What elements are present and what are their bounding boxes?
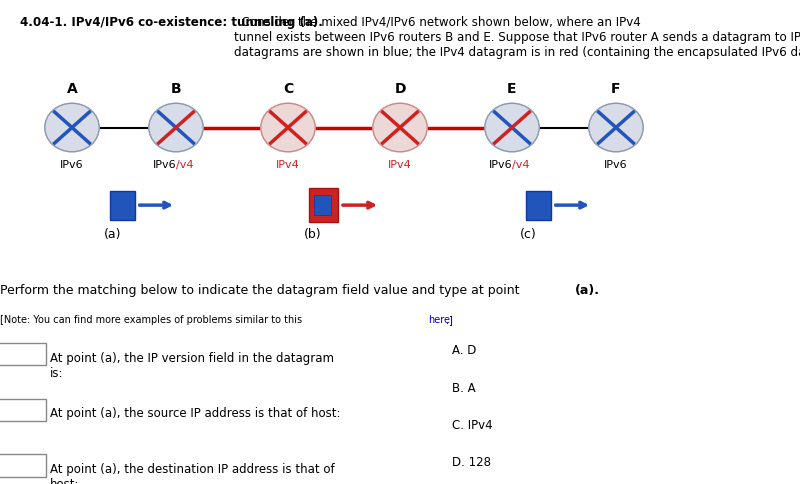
Text: (c): (c) <box>520 227 537 241</box>
Text: IPv4: IPv4 <box>276 160 300 170</box>
Text: ⌄: ⌄ <box>24 405 32 415</box>
Text: IPv6: IPv6 <box>488 160 512 170</box>
Text: (a).: (a). <box>574 283 599 296</box>
FancyBboxPatch shape <box>0 343 46 365</box>
Text: -: - <box>6 349 10 359</box>
Text: (a): (a) <box>104 227 122 241</box>
FancyBboxPatch shape <box>0 399 46 421</box>
Ellipse shape <box>261 104 315 152</box>
Text: -: - <box>6 461 10 470</box>
Text: C. IPv4: C. IPv4 <box>452 418 493 431</box>
FancyBboxPatch shape <box>110 191 135 220</box>
Text: Consider the mixed IPv4/IPv6 network shown below, where an IPv4
tunnel exists be: Consider the mixed IPv4/IPv6 network sho… <box>234 15 800 59</box>
Text: (b): (b) <box>304 227 322 241</box>
Text: Perform the matching below to indicate the datagram field value and type at poin: Perform the matching below to indicate t… <box>0 283 523 296</box>
Text: -: - <box>6 405 10 415</box>
Text: 4.04-1. IPv4/IPv6 co-existence: tunneling (a).: 4.04-1. IPv4/IPv6 co-existence: tunnelin… <box>20 15 323 29</box>
Text: At point (a), the IP version field in the datagram
is:: At point (a), the IP version field in th… <box>50 351 334 379</box>
Text: At point (a), the destination IP address is that of
host:: At point (a), the destination IP address… <box>50 462 334 484</box>
Text: [Note: You can find more examples of problems similar to this: [Note: You can find more examples of pro… <box>0 315 306 325</box>
Ellipse shape <box>485 104 539 152</box>
FancyBboxPatch shape <box>309 189 338 223</box>
Text: IPv6: IPv6 <box>60 160 84 170</box>
Text: /v4: /v4 <box>176 160 194 170</box>
FancyBboxPatch shape <box>526 191 551 220</box>
Text: ⌄: ⌄ <box>24 461 32 470</box>
Text: At point (a), the source IP address is that of host:: At point (a), the source IP address is t… <box>50 407 340 420</box>
Text: A. D: A. D <box>452 344 476 357</box>
Text: D. 128: D. 128 <box>452 455 491 469</box>
Text: B. A: B. A <box>452 381 476 394</box>
Text: C: C <box>283 81 293 95</box>
Ellipse shape <box>149 104 203 152</box>
FancyBboxPatch shape <box>0 454 46 477</box>
Text: E: E <box>507 81 517 95</box>
Text: IPv6: IPv6 <box>604 160 628 170</box>
Ellipse shape <box>45 104 99 152</box>
Text: F: F <box>611 81 621 95</box>
Ellipse shape <box>589 104 643 152</box>
Text: A: A <box>66 81 78 95</box>
Ellipse shape <box>373 104 427 152</box>
Text: D: D <box>394 81 406 95</box>
Text: ⌄: ⌄ <box>24 349 32 359</box>
Text: /v4: /v4 <box>512 160 530 170</box>
Text: .]: .] <box>446 315 454 325</box>
Text: IPv6: IPv6 <box>152 160 176 170</box>
Text: here: here <box>428 315 450 325</box>
FancyBboxPatch shape <box>314 196 331 216</box>
Text: IPv4: IPv4 <box>388 160 412 170</box>
Text: B: B <box>170 81 182 95</box>
